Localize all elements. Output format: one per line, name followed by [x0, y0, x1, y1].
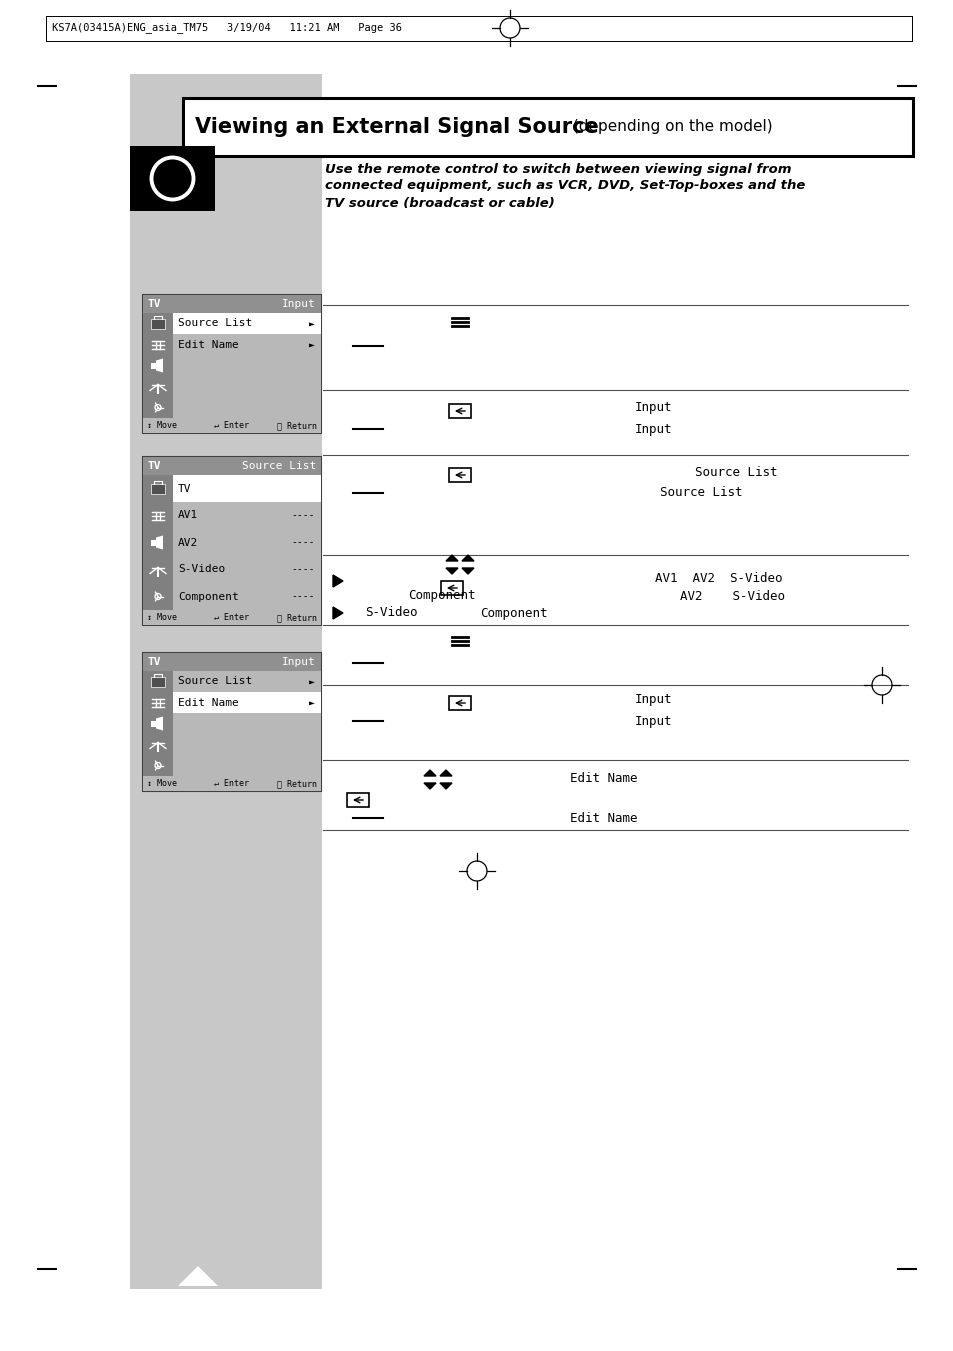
FancyBboxPatch shape	[143, 313, 172, 417]
FancyBboxPatch shape	[151, 539, 156, 546]
FancyBboxPatch shape	[130, 74, 322, 1289]
Text: ☲ Return: ☲ Return	[276, 422, 316, 430]
Polygon shape	[156, 358, 163, 373]
FancyBboxPatch shape	[151, 484, 165, 493]
Text: Source List: Source List	[695, 466, 777, 478]
FancyBboxPatch shape	[449, 404, 471, 417]
Text: ►: ►	[309, 677, 314, 686]
FancyBboxPatch shape	[151, 319, 165, 328]
FancyBboxPatch shape	[143, 417, 320, 434]
Text: ↕ Move: ↕ Move	[147, 422, 177, 430]
Text: Viewing an External Signal Source: Viewing an External Signal Source	[194, 118, 598, 136]
Text: ----: ----	[292, 538, 314, 547]
Text: Source List: Source List	[659, 486, 741, 500]
Polygon shape	[178, 1266, 218, 1286]
Text: ↕ Move: ↕ Move	[147, 780, 177, 788]
Text: ↵ Enter: ↵ Enter	[214, 613, 250, 621]
Polygon shape	[156, 535, 163, 550]
FancyBboxPatch shape	[143, 457, 320, 476]
Text: TV: TV	[148, 461, 161, 471]
Text: ↕ Move: ↕ Move	[147, 613, 177, 621]
Text: AV2    S-Video: AV2 S-Video	[679, 589, 784, 603]
Text: Component: Component	[178, 592, 238, 601]
Polygon shape	[461, 555, 474, 561]
Text: Edit Name: Edit Name	[178, 697, 238, 708]
Text: Source List: Source List	[178, 677, 252, 686]
Polygon shape	[156, 716, 163, 731]
FancyBboxPatch shape	[143, 611, 320, 626]
FancyBboxPatch shape	[172, 692, 320, 713]
Text: Source List: Source List	[241, 461, 315, 471]
Text: ►: ►	[309, 697, 314, 708]
Text: KS7A(03415A)ENG_asia_TM75   3/19/04   11:21 AM   Page 36: KS7A(03415A)ENG_asia_TM75 3/19/04 11:21 …	[52, 23, 401, 34]
Text: TV source (broadcast or cable): TV source (broadcast or cable)	[325, 196, 554, 209]
FancyBboxPatch shape	[143, 653, 320, 790]
Polygon shape	[333, 607, 343, 619]
Text: Component: Component	[479, 607, 547, 620]
Polygon shape	[423, 784, 436, 789]
FancyBboxPatch shape	[143, 295, 320, 313]
FancyBboxPatch shape	[143, 775, 320, 790]
FancyBboxPatch shape	[347, 793, 369, 807]
Polygon shape	[446, 555, 457, 561]
Polygon shape	[333, 576, 343, 586]
FancyBboxPatch shape	[130, 146, 214, 211]
Text: AV1  AV2  S-Video: AV1 AV2 S-Video	[655, 571, 781, 585]
FancyBboxPatch shape	[449, 696, 471, 711]
Polygon shape	[439, 770, 452, 775]
Text: TV: TV	[148, 657, 161, 667]
Text: ►: ►	[309, 339, 314, 350]
FancyBboxPatch shape	[143, 457, 320, 626]
Text: ►: ►	[309, 319, 314, 328]
Text: ↵ Enter: ↵ Enter	[214, 422, 250, 430]
Text: Input: Input	[635, 400, 672, 413]
Polygon shape	[423, 770, 436, 775]
FancyBboxPatch shape	[143, 671, 172, 775]
Text: connected equipment, such as VCR, DVD, Set-Top-boxes and the: connected equipment, such as VCR, DVD, S…	[325, 180, 804, 192]
Text: TV: TV	[148, 299, 161, 309]
Text: Edit Name: Edit Name	[178, 339, 238, 350]
FancyBboxPatch shape	[143, 295, 320, 434]
Text: Component: Component	[408, 589, 475, 603]
Text: Input: Input	[282, 657, 315, 667]
Text: ----: ----	[292, 511, 314, 520]
Text: S-Video: S-Video	[178, 565, 225, 574]
Text: Input: Input	[635, 715, 672, 727]
Text: ----: ----	[292, 592, 314, 601]
FancyBboxPatch shape	[449, 467, 471, 482]
FancyBboxPatch shape	[143, 476, 172, 611]
FancyBboxPatch shape	[172, 476, 320, 503]
Text: Edit Name: Edit Name	[569, 773, 637, 785]
FancyBboxPatch shape	[143, 653, 320, 671]
Text: ----: ----	[292, 565, 314, 574]
Text: AV1: AV1	[178, 511, 198, 520]
Text: TV: TV	[178, 484, 192, 493]
FancyBboxPatch shape	[172, 313, 320, 334]
FancyBboxPatch shape	[440, 581, 462, 594]
Text: Input: Input	[635, 693, 672, 707]
FancyBboxPatch shape	[151, 362, 156, 369]
Text: AV2: AV2	[178, 538, 198, 547]
FancyBboxPatch shape	[172, 476, 320, 611]
FancyBboxPatch shape	[151, 720, 156, 727]
Polygon shape	[439, 784, 452, 789]
Polygon shape	[461, 567, 474, 574]
Text: Input: Input	[635, 423, 672, 435]
Text: ↵ Enter: ↵ Enter	[214, 780, 250, 788]
Text: S-Video: S-Video	[365, 607, 417, 620]
Text: ☲ Return: ☲ Return	[276, 613, 316, 621]
FancyBboxPatch shape	[172, 671, 320, 775]
FancyBboxPatch shape	[172, 313, 320, 417]
Text: Input: Input	[282, 299, 315, 309]
FancyBboxPatch shape	[151, 677, 165, 686]
FancyBboxPatch shape	[183, 99, 912, 155]
Text: ☲ Return: ☲ Return	[276, 780, 316, 788]
Text: (depending on the model): (depending on the model)	[567, 119, 772, 135]
Text: Edit Name: Edit Name	[569, 812, 637, 824]
Polygon shape	[446, 567, 457, 574]
Text: Source List: Source List	[178, 319, 252, 328]
Text: Use the remote control to switch between viewing signal from: Use the remote control to switch between…	[325, 162, 791, 176]
